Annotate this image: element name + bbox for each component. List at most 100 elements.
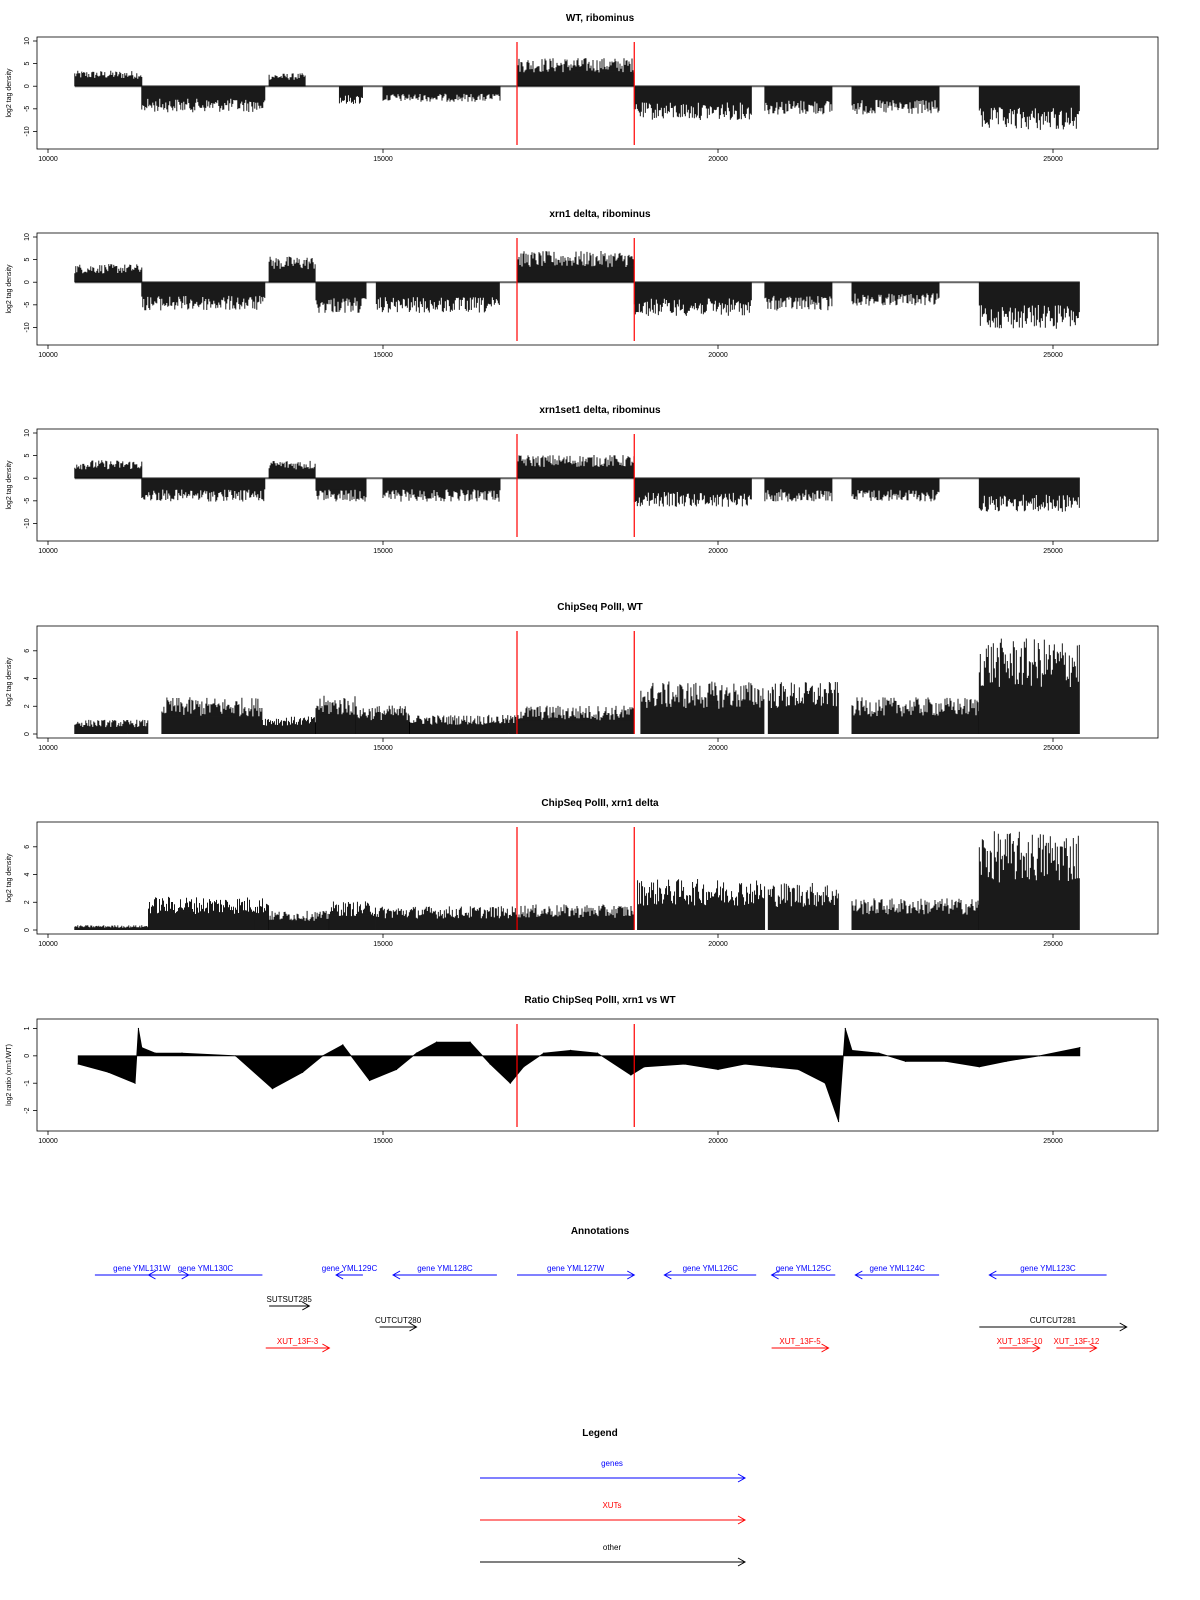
arrow-head <box>737 1557 747 1567</box>
ratio-area <box>77 1028 1081 1122</box>
data-bar-segment <box>637 879 766 930</box>
plot-frame <box>36 428 1159 542</box>
data-bar-segment <box>315 282 367 313</box>
data-bar-segment <box>141 86 266 113</box>
arrow-head <box>1119 1322 1128 1332</box>
legend-title: Legend <box>582 1428 618 1439</box>
data-bar-segment <box>851 86 940 115</box>
x-tick-label: 20000 <box>708 352 728 359</box>
data-point <box>683 1063 686 1065</box>
data-bar-segment <box>767 682 839 734</box>
data-point <box>134 1082 136 1084</box>
arrow-head <box>1032 1343 1041 1353</box>
feature-label: gene YML131W <box>113 1264 171 1273</box>
y-tick-label: 10 <box>24 37 31 45</box>
y-tick-label: 6 <box>24 845 31 849</box>
data-bar-segment <box>141 282 266 311</box>
y-tick-label: 2 <box>24 704 31 708</box>
x-tick-label: 20000 <box>708 548 728 555</box>
legend: Legend genes XUTs other <box>480 1428 747 1567</box>
data-point <box>844 1027 846 1030</box>
x-tick-label: 10000 <box>38 941 58 948</box>
data-point <box>141 1047 143 1049</box>
y-tick-label: 5 <box>24 454 31 458</box>
data-point <box>181 1052 183 1054</box>
data-point <box>489 1063 491 1065</box>
arrow-head <box>392 1270 401 1280</box>
data-bar-segment <box>409 714 518 734</box>
x-tick-label: 15000 <box>373 941 393 948</box>
data-point <box>369 1079 371 1082</box>
data-series <box>74 251 1080 329</box>
y-tick-label: 1 <box>24 1026 31 1030</box>
x-tick-label: 20000 <box>708 745 728 752</box>
data-point <box>342 1044 344 1046</box>
x-tick-label: 25000 <box>1043 745 1063 752</box>
data-point <box>509 1082 511 1084</box>
y-tick-label: 0 <box>24 732 31 736</box>
x-tick-label: 10000 <box>38 1138 58 1145</box>
arrow-head <box>1089 1343 1098 1353</box>
y-tick-label: -2 <box>24 1107 31 1113</box>
arrow-head <box>302 1301 311 1311</box>
data-bar-segment <box>74 70 143 87</box>
arrow-head <box>821 1343 830 1353</box>
y-axis-label: log2 tag density <box>6 264 13 314</box>
data-series <box>74 831 1080 930</box>
data-bar-segment <box>268 460 316 479</box>
arrow-head <box>988 1270 997 1280</box>
y-tick-label: 2 <box>24 900 31 904</box>
data-bar-segment <box>261 716 316 734</box>
feature-label: gene YML129C <box>322 1264 378 1273</box>
data-point <box>978 1066 980 1068</box>
y-axis-label: log2 ratio (xrn1/WT) <box>6 1044 13 1106</box>
arrow-head <box>627 1270 636 1280</box>
data-point <box>543 1052 545 1054</box>
arrow-head <box>770 1270 779 1280</box>
data-series <box>77 1027 1081 1123</box>
data-point <box>107 1071 109 1073</box>
data-bar-segment <box>375 282 500 313</box>
y-tick-label: 5 <box>24 258 31 262</box>
plot-frame <box>36 821 1159 935</box>
feature-XUTs: XUT_13F-5 <box>771 1337 830 1353</box>
y-tick-label: -10 <box>24 126 31 136</box>
panel-6: Ratio ChipSeq PolII, xrn1 vs WT log2 rati… <box>6 995 1159 1145</box>
data-bar-segment <box>978 86 1080 130</box>
x-tick-label: 20000 <box>708 156 728 163</box>
feature-XUTs: XUT_13F-12 <box>1054 1337 1100 1353</box>
feature-label: CUTCUT280 <box>375 1316 422 1325</box>
feature-genes: gene YML130C <box>147 1264 263 1280</box>
arrow-head <box>147 1270 156 1280</box>
x-tick-label: 20000 <box>708 941 728 948</box>
data-point <box>596 1052 599 1054</box>
x-tick-label: 25000 <box>1043 352 1063 359</box>
data-series <box>74 58 1080 130</box>
data-bar-segment <box>764 282 833 311</box>
plot-frame <box>36 36 1159 150</box>
feature-label: XUT_13F-12 <box>1054 1337 1100 1346</box>
arrow-head <box>322 1343 331 1353</box>
legend-item-XUTs: XUTs <box>480 1501 747 1525</box>
x-tick-label: 25000 <box>1043 156 1063 163</box>
feature-label: SUTSUT285 <box>267 1295 313 1304</box>
legend-label: genes <box>601 1459 623 1468</box>
legend-item-genes: genes <box>480 1459 747 1483</box>
data-bar-segment <box>382 478 501 502</box>
panel-title: ChipSeq PolII, xrn1 delta <box>541 798 659 809</box>
data-bar-segment <box>851 898 980 930</box>
data-point <box>824 1082 826 1084</box>
data-point <box>523 1066 525 1068</box>
data-point <box>154 1052 156 1054</box>
data-bar-segment <box>74 719 149 734</box>
x-tick-label: 25000 <box>1043 1138 1063 1145</box>
feature-label: XUT_13F-10 <box>997 1337 1043 1346</box>
x-tick-label: 10000 <box>38 745 58 752</box>
y-tick-label: -5 <box>24 302 31 308</box>
data-point <box>415 1052 418 1054</box>
y-tick-label: 10 <box>24 429 31 437</box>
data-point <box>137 1027 140 1030</box>
data-point <box>77 1063 79 1065</box>
y-tick-label: -5 <box>24 498 31 504</box>
